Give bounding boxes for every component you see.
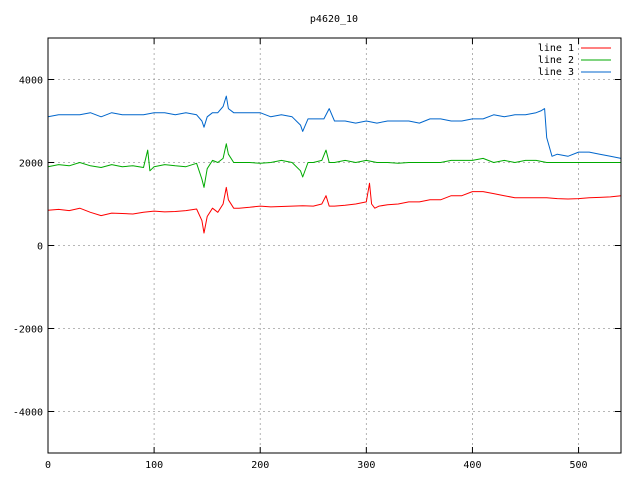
series-line-2 (47, 143, 621, 188)
y-tick-label: 2000 (19, 159, 43, 170)
x-tick-label: 500 (570, 460, 588, 471)
plot-frame (47, 37, 622, 454)
grid-lines (48, 38, 621, 453)
legend-label-3: line 3 (538, 67, 574, 78)
y-tick-label: 4000 (19, 76, 43, 87)
x-tick-label: 0 (45, 460, 51, 471)
x-tick-label: 300 (357, 460, 375, 471)
x-tick-label: 100 (145, 460, 163, 471)
chart-title: p4620_10 (310, 14, 358, 25)
series-group (47, 95, 622, 234)
tick-labels: 0 100 200 300 400 500 -4000 -2000 0 2000 4000 (13, 76, 588, 472)
legend-label-2: line 2 (538, 55, 574, 66)
legend-label-1: line 1 (538, 43, 574, 54)
series-line-1 (47, 182, 622, 234)
x-tick-label: 200 (251, 460, 269, 471)
y-tick-label: 0 (37, 242, 43, 253)
x-tick-label: 400 (463, 460, 481, 471)
axis-ticks (47, 38, 621, 453)
y-tick-label: -4000 (13, 408, 43, 419)
y-tick-label: -2000 (13, 325, 43, 336)
series-line-3 (47, 95, 622, 159)
